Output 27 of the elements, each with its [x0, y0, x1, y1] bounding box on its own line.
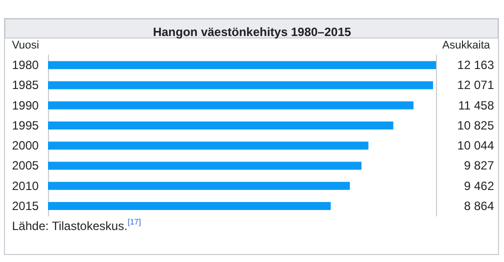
data-label: 12 163: [457, 58, 494, 72]
y-tick-label: 1990: [12, 98, 40, 112]
data-label: 9 462: [464, 178, 494, 193]
y-axis-title: Vuosi: [12, 40, 40, 52]
bar: [48, 142, 368, 150]
data-label: 8 864: [464, 198, 494, 213]
bar: [48, 101, 414, 110]
data-label: 9 827: [464, 158, 494, 173]
y-tick-label: 2000: [12, 138, 40, 153]
data-label: 10 044: [457, 138, 494, 153]
chart-title: Hangon väestönkehitys 1980–2015: [152, 25, 352, 39]
bar: [48, 182, 350, 190]
data-label: 10 825: [457, 118, 494, 132]
bar: [48, 61, 436, 70]
y-tick-label: 1985: [12, 78, 40, 92]
bar: [48, 81, 434, 90]
y-tick-label: 1995: [12, 118, 40, 132]
data-label: 11 458: [458, 98, 494, 112]
bar: [48, 162, 362, 170]
y-tick-label: 2010: [12, 178, 40, 193]
data-label: 12 071: [457, 78, 494, 92]
y-tick-label: 1980: [12, 58, 40, 72]
bar: [48, 202, 331, 210]
bar: [48, 121, 394, 130]
y-tick-label: 2005: [12, 158, 40, 173]
y2-axis-title: Asukkaita: [442, 40, 491, 52]
y-tick-label: 2015: [12, 198, 40, 213]
